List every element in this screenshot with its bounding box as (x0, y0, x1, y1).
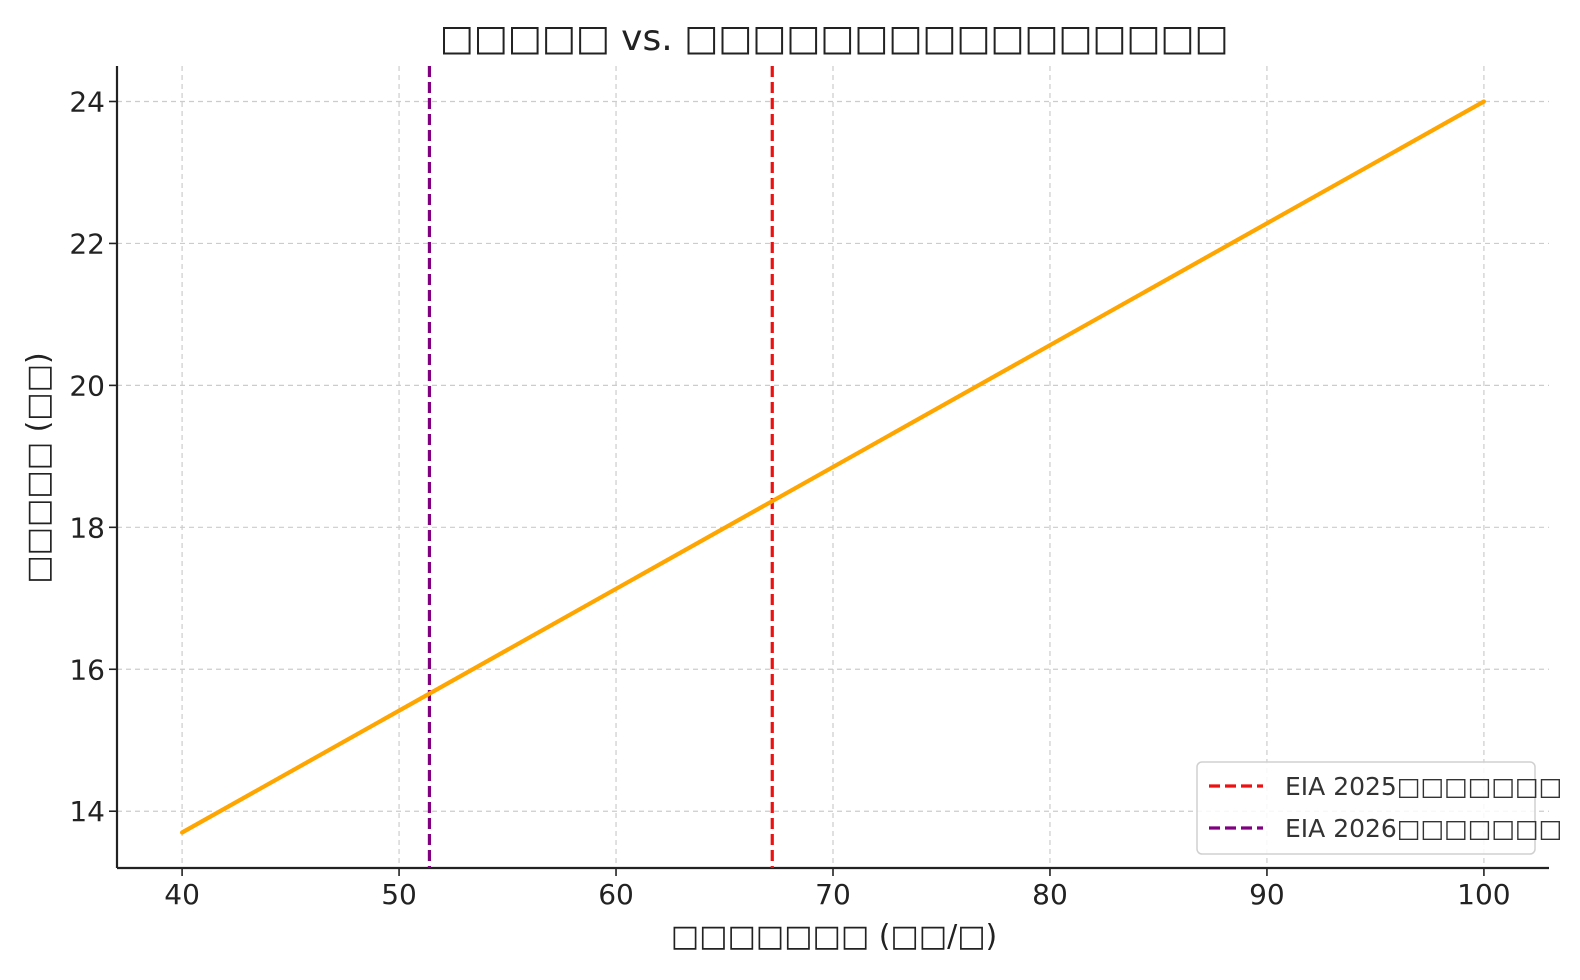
y-tick-label: 16 (69, 653, 105, 686)
legend-label: EIA 2026□□□□□□□ (1285, 814, 1562, 843)
y-tick-label: 14 (69, 795, 105, 828)
x-tick-label: 70 (815, 878, 851, 911)
x-tick-label: 100 (1457, 878, 1510, 911)
x-tick-label: 90 (1249, 878, 1285, 911)
y-tick-label: 22 (69, 227, 105, 260)
y-tick-label: 20 (69, 369, 105, 402)
x-tick-label: 50 (381, 878, 417, 911)
y-tick-label: 24 (69, 85, 105, 118)
x-tick-label: 80 (1032, 878, 1068, 911)
chart-title: □□□□□ vs. □□□□□□□□□□□□□□□□ (440, 18, 1229, 59)
series-line-1 (179, 99, 1487, 835)
axes: 40 50 60 70 80 90 100 14 16 18 20 22 24 (69, 66, 1549, 911)
legend: EIA 2025□□□□□□□ EIA 2026□□□□□□□ (1196, 761, 1562, 855)
y-tick-label: 18 (69, 511, 105, 544)
series (179, 99, 1487, 835)
x-axis-label: □□□□□□□ (□□/□) (671, 919, 998, 954)
x-tick-label: 40 (164, 878, 200, 911)
x-tick-label: 60 (598, 878, 634, 911)
reference-lines (427, 66, 774, 868)
legend-label: EIA 2025□□□□□□□ (1285, 772, 1562, 801)
legend-box (1196, 761, 1536, 855)
y-axis-label: □□□□□ (□□) (21, 352, 56, 583)
